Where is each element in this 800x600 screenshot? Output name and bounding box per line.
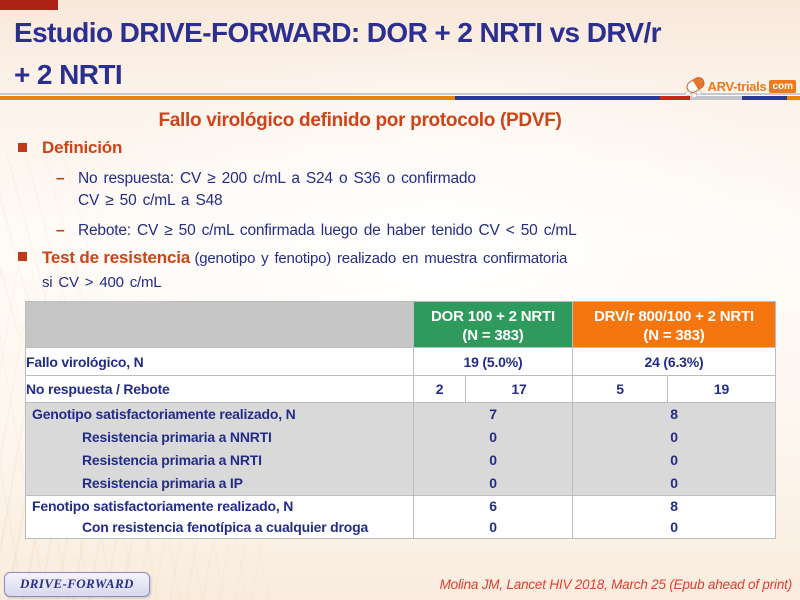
row-label: Resistencia primaria a IP [82, 475, 243, 491]
logo-brand-text: ARV-trials [707, 78, 767, 94]
title-divider [0, 93, 800, 100]
group-values-dor: 7 0 0 0 [413, 402, 573, 496]
row-label: Genotipo satisfactoriamente realizado, N [32, 406, 296, 422]
drive-forward-badge: DRIVE-FORWARD [4, 572, 150, 597]
cell-drv: 24 (6.3%) [572, 347, 776, 376]
square-bullet-icon [18, 252, 27, 261]
title-line-1: Estudio DRIVE-FORWARD: DOR + 2 NRTI vs D… [14, 17, 662, 48]
column-n: (N = 383) [462, 326, 524, 344]
row-label: No respuesta / Rebote [25, 375, 414, 403]
divider-color-line [0, 96, 800, 100]
definition-item-line: Rebote: CV ≥ 50 c/mL confirmada luego de… [78, 222, 577, 239]
group-labels: Genotipo satisfactoriamente realizado, N… [25, 402, 414, 496]
table-header-empty-cell [25, 301, 414, 348]
row-label: Resistencia primaria a NRTI [82, 452, 262, 468]
row-label: Fallo virológico, N [25, 347, 414, 376]
column-n: (N = 383) [643, 326, 705, 344]
group-values-drv: 8 0 [572, 495, 776, 539]
group-labels: Fenotipo satisfactoriamente realizado, N… [25, 495, 414, 539]
table-group-fenotipo: Fenotipo satisfactoriamente realizado, N… [25, 495, 776, 539]
table-row-no-respuesta-rebote: No respuesta / Rebote 2 17 5 19 [25, 375, 776, 403]
row-label: Resistencia primaria a NNRTI [82, 429, 272, 445]
definition-item-rebote: – Rebote: CV ≥ 50 c/mL confirmada luego … [56, 220, 577, 242]
column-title: DOR 100 + 2 NRTI [431, 307, 555, 325]
citation-text: Molina JM, Lancet HIV 2018, March 25 (Ep… [439, 577, 793, 592]
cell-no-respuesta-dor: 2 [413, 375, 466, 403]
table-group-genotipo: Genotipo satisfactoriamente realizado, N… [25, 402, 776, 496]
table-header-drv: DRV/r 800/100 + 2 NRTI (N = 383) [572, 301, 776, 348]
dash-bullet-icon: – [56, 222, 65, 239]
column-title: DRV/r 800/100 + 2 NRTI [594, 307, 754, 325]
table-header-dor: DOR 100 + 2 NRTI (N = 383) [413, 301, 573, 348]
resistance-heading: Test de resistencia [42, 248, 191, 267]
row-label: Fenotipo satisfactoriamente realizado, N [32, 498, 294, 514]
group-values-dor: 6 0 [413, 495, 573, 539]
dash-bullet-icon: – [56, 170, 65, 187]
square-bullet-icon [18, 143, 27, 152]
definition-item-line: No respuesta: CV ≥ 200 c/mL a S24 o S36 … [78, 170, 476, 187]
arv-trials-logo[interactable]: ARV-trials com [683, 74, 796, 98]
resistance-section: Test de resistencia (genotipo y fenotipo… [18, 246, 752, 295]
page-title: Estudio DRIVE-FORWARD: DOR + 2 NRTI vs D… [14, 12, 744, 96]
definition-item-no-respuesta: – No respuesta: CV ≥ 200 c/mL a S24 o S3… [56, 168, 476, 212]
resistance-text-line: (genotipo y fenotipo) realizado en muest… [194, 250, 568, 267]
cell-rebote-drv: 19 [667, 375, 776, 403]
results-table: DOR 100 + 2 NRTI (N = 383) DRV/r 800/100… [25, 301, 776, 539]
divider-silver-line [0, 93, 800, 95]
cell-dor: 19 (5.0%) [413, 347, 573, 376]
cell-rebote-dor: 17 [465, 375, 573, 403]
definition-section: Definición [18, 138, 123, 158]
logo-suffix-text: com [769, 79, 796, 93]
definition-item-line: CV ≥ 50 c/mL a S48 [78, 192, 223, 209]
cell-no-respuesta-drv: 5 [572, 375, 668, 403]
row-label: Con resistencia fenotípica a cualquier d… [82, 519, 369, 535]
slide-subtitle: Fallo virológico definido por protocolo … [158, 110, 562, 131]
definition-heading: Definición [42, 138, 123, 157]
table-header-row: DOR 100 + 2 NRTI (N = 383) DRV/r 800/100… [25, 301, 776, 348]
corner-accent-bar [0, 0, 58, 10]
pill-icon [683, 74, 707, 98]
resistance-text-line: si CV > 400 c/mL [42, 274, 162, 291]
table-row-fallo-virologico: Fallo virológico, N 19 (5.0%) 24 (6.3%) [25, 347, 776, 376]
title-line-2: + 2 NRTI [14, 59, 123, 90]
group-values-drv: 8 0 0 0 [572, 402, 776, 496]
